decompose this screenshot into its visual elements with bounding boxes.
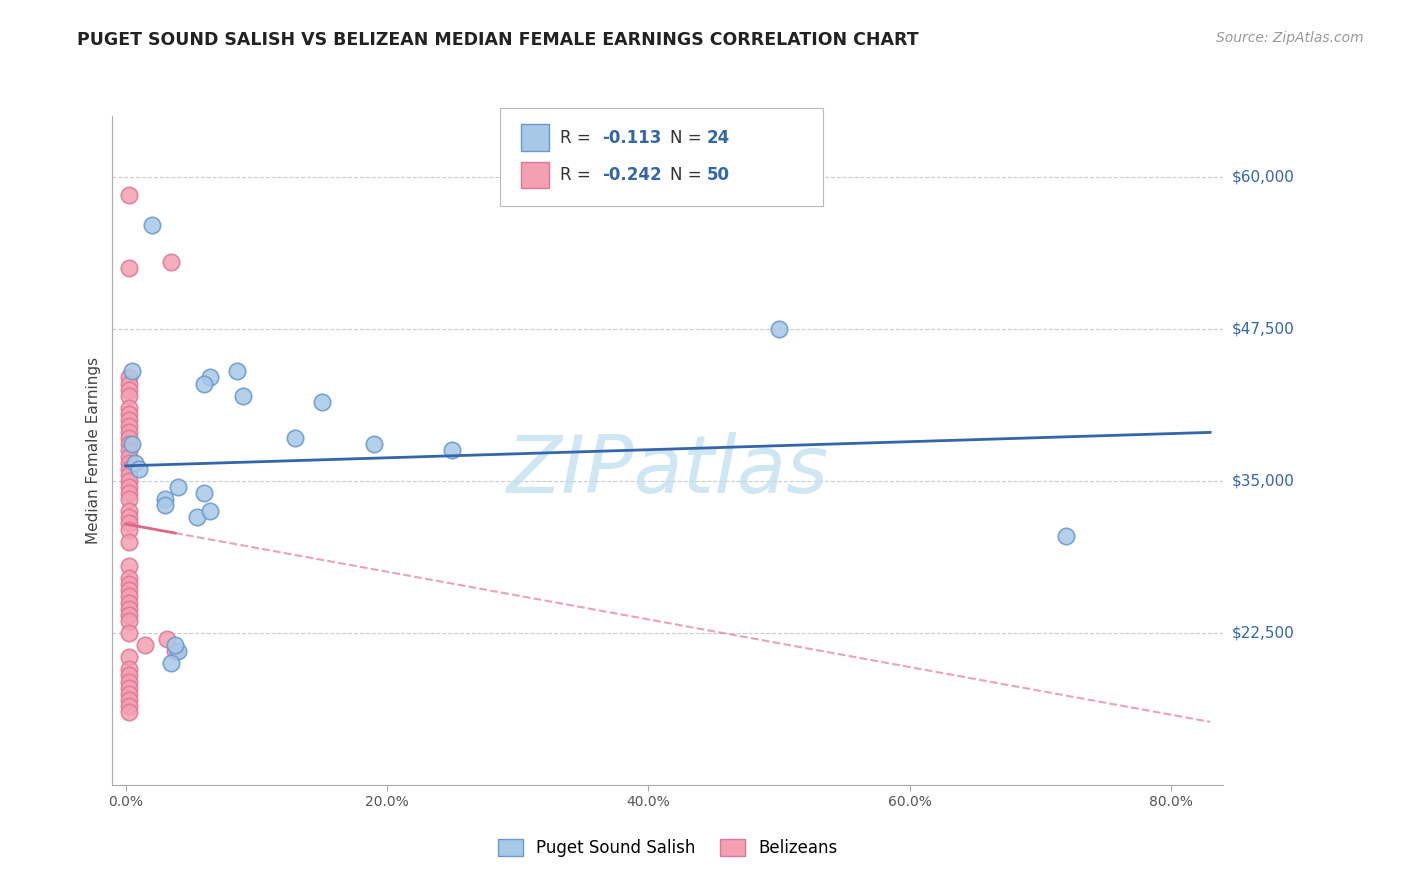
- Point: [118, 687, 141, 701]
- Point: [118, 383, 141, 397]
- Point: [193, 486, 215, 500]
- Text: $35,000: $35,000: [1232, 474, 1295, 488]
- Point: [118, 461, 141, 475]
- Point: [284, 431, 307, 445]
- Point: [118, 534, 141, 549]
- Point: [118, 260, 141, 275]
- Point: [121, 364, 143, 378]
- Point: [118, 693, 141, 707]
- Point: [118, 504, 141, 518]
- Point: [118, 450, 141, 464]
- Point: [118, 577, 141, 591]
- Text: $60,000: $60,000: [1232, 169, 1295, 185]
- Point: [128, 461, 150, 475]
- Point: [118, 662, 141, 676]
- Point: [118, 419, 141, 434]
- Point: [160, 657, 183, 671]
- Point: [768, 322, 790, 336]
- Point: [118, 559, 141, 574]
- Point: [118, 571, 141, 585]
- Point: [118, 370, 141, 384]
- Point: [118, 681, 141, 695]
- Text: $22,500: $22,500: [1232, 625, 1295, 640]
- Text: PUGET SOUND SALISH VS BELIZEAN MEDIAN FEMALE EARNINGS CORRELATION CHART: PUGET SOUND SALISH VS BELIZEAN MEDIAN FE…: [77, 31, 920, 49]
- Point: [118, 456, 141, 470]
- Point: [118, 650, 141, 665]
- Point: [153, 498, 176, 512]
- Point: [118, 486, 141, 500]
- Point: [1054, 528, 1077, 542]
- Point: [118, 480, 141, 494]
- Point: [118, 425, 141, 440]
- Point: [153, 492, 176, 507]
- Point: [118, 413, 141, 427]
- Point: [118, 407, 141, 421]
- Point: [186, 510, 208, 524]
- Point: [193, 376, 215, 391]
- Text: R =: R =: [560, 166, 596, 184]
- Point: [118, 614, 141, 628]
- Point: [118, 389, 141, 403]
- Point: [118, 590, 141, 604]
- Point: [165, 644, 187, 658]
- Point: [363, 437, 385, 451]
- Text: N =: N =: [669, 166, 707, 184]
- Point: [118, 668, 141, 682]
- Point: [118, 474, 141, 488]
- Point: [441, 443, 464, 458]
- Point: [118, 492, 141, 507]
- Text: R =: R =: [560, 128, 596, 146]
- Point: [200, 504, 222, 518]
- Point: [118, 516, 141, 531]
- Point: [118, 626, 141, 640]
- Point: [232, 389, 254, 403]
- Y-axis label: Median Female Earnings: Median Female Earnings: [86, 357, 101, 544]
- Point: [166, 644, 188, 658]
- Point: [141, 219, 163, 233]
- Point: [118, 467, 141, 482]
- Point: [118, 607, 141, 622]
- Point: [166, 480, 188, 494]
- Point: [165, 638, 187, 652]
- Point: [118, 443, 141, 458]
- Point: [118, 601, 141, 615]
- Point: [118, 188, 141, 202]
- Text: 24: 24: [706, 128, 730, 146]
- Text: Source: ZipAtlas.com: Source: ZipAtlas.com: [1216, 31, 1364, 45]
- Point: [124, 456, 146, 470]
- Point: [118, 510, 141, 524]
- Point: [156, 632, 179, 646]
- Point: [118, 523, 141, 537]
- Point: [118, 431, 141, 445]
- Text: 50: 50: [706, 166, 730, 184]
- Point: [118, 674, 141, 689]
- Text: N =: N =: [669, 128, 707, 146]
- Point: [225, 364, 247, 378]
- Point: [160, 255, 183, 269]
- Point: [200, 370, 222, 384]
- Point: [118, 583, 141, 598]
- Text: -0.242: -0.242: [602, 166, 662, 184]
- Text: $47,500: $47,500: [1232, 321, 1295, 336]
- Point: [118, 595, 141, 609]
- Point: [134, 638, 156, 652]
- Point: [121, 437, 143, 451]
- Point: [118, 437, 141, 451]
- Legend: Puget Sound Salish, Belizeans: Puget Sound Salish, Belizeans: [491, 832, 845, 863]
- Text: ZIPatlas: ZIPatlas: [506, 432, 830, 509]
- Text: -0.113: -0.113: [602, 128, 662, 146]
- Point: [118, 401, 141, 415]
- Point: [118, 376, 141, 391]
- Point: [118, 705, 141, 719]
- Point: [311, 394, 333, 409]
- Point: [118, 698, 141, 713]
